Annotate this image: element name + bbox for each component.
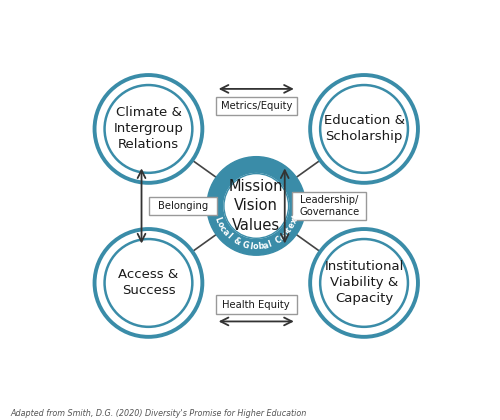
FancyBboxPatch shape — [149, 197, 217, 215]
Text: Adapted from Smith, D.G. (2020) Diversity's Promise for Higher Education: Adapted from Smith, D.G. (2020) Diversit… — [10, 409, 306, 418]
Text: l: l — [248, 242, 252, 251]
Text: Education &
Scholarship: Education & Scholarship — [324, 114, 404, 144]
Text: Climate &
Intergroup
Relations: Climate & Intergroup Relations — [114, 106, 184, 152]
FancyBboxPatch shape — [292, 192, 366, 220]
Text: Metrics/Equity: Metrics/Equity — [220, 101, 292, 111]
Text: x: x — [289, 217, 299, 225]
Text: Belonging: Belonging — [158, 201, 208, 211]
Text: a: a — [220, 228, 230, 238]
Circle shape — [207, 157, 306, 255]
Text: Access &
Success: Access & Success — [118, 268, 178, 297]
Text: o: o — [278, 232, 288, 242]
Text: t: t — [284, 226, 294, 234]
Text: l: l — [224, 232, 233, 240]
Text: l: l — [267, 240, 273, 249]
Circle shape — [94, 229, 202, 337]
Text: t: t — [291, 213, 300, 220]
Text: G: G — [242, 240, 250, 251]
Text: b: b — [257, 242, 264, 251]
FancyBboxPatch shape — [216, 295, 296, 314]
Text: L: L — [213, 216, 223, 224]
Circle shape — [310, 75, 418, 183]
Circle shape — [94, 75, 202, 183]
Text: C: C — [274, 234, 284, 245]
Text: Leadership/
Governance: Leadership/ Governance — [300, 195, 360, 217]
Text: Mission
Vision
Values: Mission Vision Values — [229, 178, 283, 233]
Text: n: n — [281, 228, 291, 239]
Circle shape — [224, 173, 288, 238]
Text: o: o — [252, 242, 258, 251]
Text: c: c — [218, 224, 228, 233]
Circle shape — [310, 229, 418, 337]
Text: Health Equity: Health Equity — [222, 299, 290, 310]
Text: Institutional
Viability &
Capacity: Institutional Viability & Capacity — [324, 260, 404, 305]
Text: &: & — [232, 236, 242, 247]
Text: a: a — [262, 241, 269, 251]
FancyBboxPatch shape — [216, 97, 296, 115]
Text: e: e — [286, 221, 298, 230]
Text: o: o — [214, 220, 225, 229]
